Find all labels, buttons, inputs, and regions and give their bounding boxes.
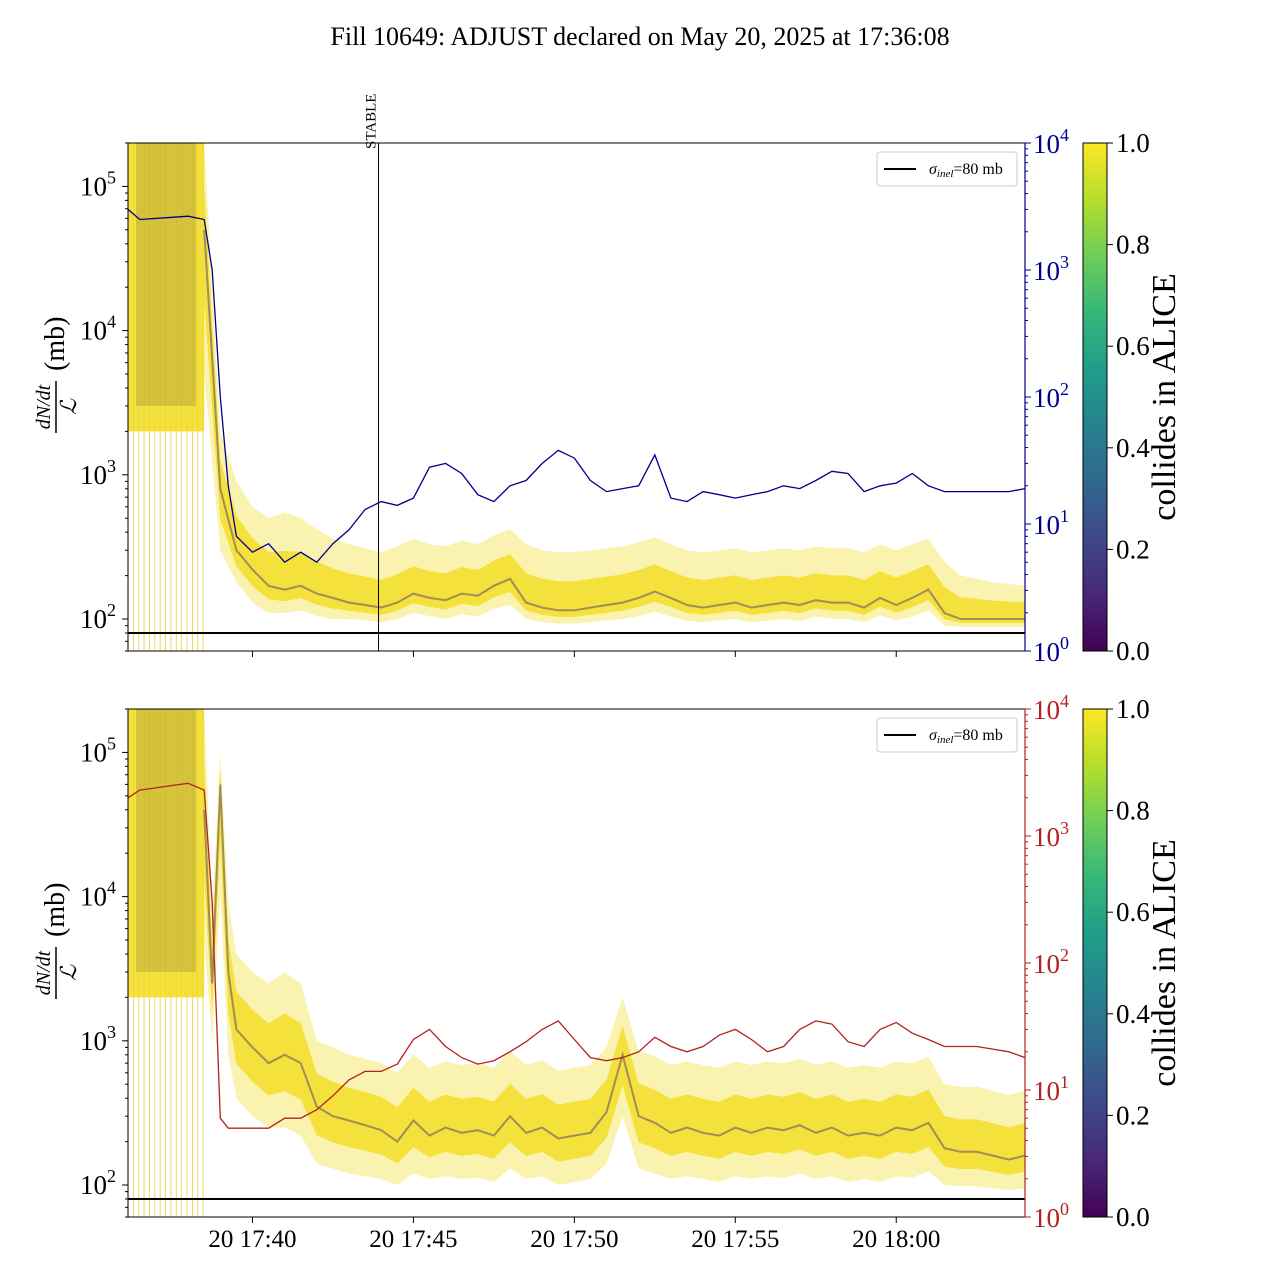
y-tick-label: 105 (80, 733, 116, 767)
band-core (204, 759, 1025, 1175)
y-label-numerator: dN/dt (33, 950, 55, 995)
early-band-shade (136, 143, 197, 407)
y-axis-label: dN/dt ℒ (mb) (33, 883, 81, 999)
band-median-line (203, 784, 1025, 1161)
colorbar-tick-label: 0.4 (1116, 999, 1150, 1029)
legend-box (876, 151, 1018, 187)
top-colorbar: 0.0 0.2 0.4 0.6 0.8 1.0 collides in ALICE (1082, 128, 1183, 666)
bottom-panel: 102 103 104 105 100 101 102 103 104 20 17:40 20 17… (33, 691, 1069, 1253)
legend: σinel=80 mb (876, 151, 1018, 187)
y2-tick-label: 104 (1033, 691, 1069, 725)
x-tick-label: 20 17:45 (369, 1226, 457, 1253)
colorbar-label: collides in ALICE (1146, 839, 1183, 1086)
colorbar-tick-label: 0.2 (1116, 1100, 1150, 1130)
y-label-unit: (mb) (40, 883, 71, 937)
y2-tick-label: 101 (1033, 506, 1069, 540)
band-core (204, 186, 1025, 623)
y-label-numerator: dN/dt (33, 384, 55, 429)
band-median-line (203, 229, 1025, 620)
x-tick-label: 20 17:40 (208, 1226, 296, 1253)
stable-label: STABLE (364, 94, 380, 149)
y2-tick-label: 100 (1033, 633, 1069, 667)
colorbar-tick-label: 0.0 (1116, 636, 1150, 666)
y-axis-label: dN/dt ℒ (mb) (33, 317, 81, 433)
x-tick-label: 20 17:50 (530, 1226, 618, 1253)
y-tick-label: 103 (80, 1022, 116, 1056)
colorbar-tick-label: 0.6 (1116, 897, 1150, 927)
y2-tick-label: 100 (1033, 1199, 1069, 1233)
top-panel: STABLE 102 103 104 105 100 101 102 103 104 dN/dt ℒ (… (33, 94, 1069, 667)
colorbar-tick-label: 1.0 (1116, 128, 1150, 158)
y-label-denominator: ℒ (56, 964, 81, 981)
band-envelope (204, 143, 1025, 627)
colorbar-tick-label: 0.8 (1116, 230, 1150, 260)
y-tick-label: 104 (80, 878, 116, 912)
y-tick-label: 102 (80, 1166, 116, 1200)
legend-box (876, 717, 1018, 753)
y2-tick-label: 102 (1033, 945, 1069, 979)
colorbar-gradient (1082, 142, 1108, 652)
colorbar-tick-label: 0.6 (1116, 331, 1150, 361)
secondary-series-line (128, 782, 1025, 1129)
legend-label: σinel=80 mb (929, 727, 1003, 746)
y-tick-label: 102 (80, 600, 116, 634)
legend-label: σinel=80 mb (929, 161, 1003, 180)
y-tick-label: 103 (80, 456, 116, 490)
y2-tick-label: 103 (1033, 818, 1069, 852)
x-tick-label: 20 18:00 (852, 1226, 940, 1253)
figure-title: Fill 10649: ADJUST declared on May 20, 2… (330, 22, 949, 51)
early-band-shade (136, 709, 197, 973)
early-band-block (128, 143, 205, 432)
colorbar-tick-label: 1.0 (1116, 694, 1150, 724)
colorbar-tick-label: 0.0 (1116, 1202, 1150, 1232)
y-tick-label: 104 (80, 312, 116, 346)
legend: σinel=80 mb (876, 717, 1018, 753)
y-label-unit: (mb) (40, 317, 71, 371)
y-label-denominator: ℒ (56, 398, 81, 415)
y-tick-label: 105 (80, 167, 116, 201)
y2-tick-label: 102 (1033, 379, 1069, 413)
bottom-colorbar: 0.0 0.2 0.4 0.6 0.8 1.0 collides in ALICE (1082, 694, 1183, 1232)
x-tick-label: 20 17:55 (691, 1226, 779, 1253)
plot-area (128, 709, 1025, 1217)
y2-tick-label: 103 (1033, 252, 1069, 286)
colorbar-gradient (1082, 708, 1108, 1218)
colorbar-label: collides in ALICE (1146, 273, 1183, 520)
early-band-block (128, 709, 205, 998)
secondary-series-line (128, 208, 1025, 564)
colorbar-tick-label: 0.2 (1116, 534, 1150, 564)
y2-tick-label: 104 (1033, 125, 1069, 159)
band-envelope (204, 709, 1025, 1191)
plot-area (128, 143, 1025, 651)
y2-tick-label: 101 (1033, 1072, 1069, 1106)
colorbar-tick-label: 0.8 (1116, 796, 1150, 826)
colorbar-tick-label: 0.4 (1116, 433, 1150, 463)
